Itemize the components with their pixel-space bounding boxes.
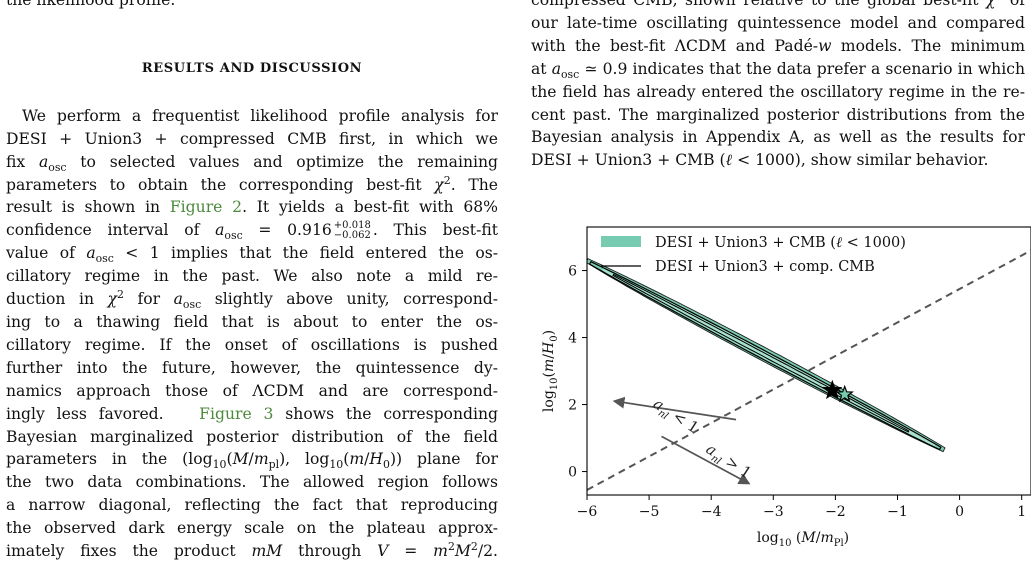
paragraph-line: result is shown in Figure 2. It yields a… — [6, 198, 498, 217]
figure-3: anl < 1 anl > 1 −6 −5 −4 −3 −2 −1 0 1 0 2 4 6 log10 (… — [531, 222, 1031, 576]
figure-3-link[interactable]: Figure 3 — [199, 404, 274, 423]
x-axis-label: log10 (M/mPl) — [757, 530, 849, 549]
intro-tail: the likelihood profile. — [6, 0, 176, 9]
paragraph-line: parameters to obtain the corresponding b… — [6, 173, 498, 194]
caption-line: our late-time oscillating quintessence m… — [531, 13, 1025, 32]
x-tick-label: −5 — [639, 504, 660, 520]
left-column: the likelihood profile. RESULTS AND DISC… — [6, 0, 498, 563]
x-tick-label: 1 — [1017, 504, 1026, 520]
annotation-arrow — [661, 435, 751, 485]
y-axis-label: log10(m/H0) — [541, 330, 560, 412]
x-tick-label: 0 — [955, 504, 964, 520]
paragraph-line: confidence interval of aosc = 0.916 +0.01… — [6, 220, 499, 243]
paragraph-line: DESI + Union3 + compressed CMB first, in… — [6, 129, 498, 148]
best-fit-star — [822, 379, 843, 400]
caption-line: DESI + Union3 + CMB (ℓ < 1000), show sim… — [531, 151, 989, 170]
caption-line: with the best-fit ΛCDM and Padé-w models… — [531, 36, 1025, 55]
contour-comp-cmb-inner — [612, 273, 910, 433]
caption-line: at aosc ≃ 0.9 indicates that the data pr… — [531, 59, 1025, 81]
right-column: compressed CMB, shown relative to the gl… — [531, 0, 1025, 172]
legend-swatch-cmb — [601, 236, 641, 247]
paragraph-line: the two data combinations. The allowed r… — [6, 473, 498, 492]
contour-cmb-inner — [602, 268, 936, 447]
paragraph-line: namics approach those of ΛCDM and are co… — [6, 381, 498, 400]
paragraph-line: cillatory regime. If the onset of oscill… — [6, 335, 498, 354]
paragraph-line: value of aosc < 1 implies that the field… — [6, 244, 498, 266]
paragraph-line: ing to a thawing field that is about to … — [6, 312, 498, 331]
results-paragraph: We perform a frequentist likelihood prof… — [6, 105, 498, 563]
annotation-arrow — [612, 396, 737, 421]
paragraph-line: ingly less favored. Figure 3 shows the c… — [6, 404, 498, 423]
y-tick-label: 2 — [568, 398, 577, 414]
y-tick-label: 0 — [568, 465, 577, 481]
paragraph-line: further into the future, however, the qu… — [6, 358, 498, 377]
x-tick-label: −1 — [887, 504, 908, 520]
x-tick-label: −2 — [825, 504, 846, 520]
section-heading: RESULTS AND DISCUSSION — [141, 60, 363, 76]
legend-label-cmb: DESI + Union3 + CMB (ℓ < 1000) — [655, 235, 906, 251]
paragraph-line: duction in χ2 for aosc slightly above un… — [6, 287, 499, 312]
paragraph-line: cillatory regime in the past. We also no… — [6, 267, 498, 286]
best-fit-star — [835, 384, 854, 403]
annotation-label: anl < 1 — [648, 394, 702, 439]
boundary-line — [587, 249, 1031, 491]
caption-line: compressed CMB, shown relative to the gl… — [531, 0, 1025, 9]
paragraph-line: We perform a frequentist likelihood prof… — [22, 106, 498, 125]
paragraph-line: a narrow diagonal, reflecting the fact t… — [6, 496, 498, 515]
contour-comp-cmb-outer — [588, 260, 942, 451]
annotation-label: anl > 1 — [701, 440, 755, 485]
paragraph-line: Bayesian marginalized posterior distribu… — [6, 427, 498, 446]
caption-line: cent past. The marginalized posterior di… — [531, 105, 1025, 124]
paragraph-line: the observed dark energy scale on the pl… — [6, 519, 498, 538]
caption-line: the field has already entered the oscill… — [531, 82, 1025, 101]
x-tick-label: −6 — [577, 504, 598, 520]
plot-frame — [586, 226, 1031, 496]
paragraph-line: fix aosc to selected values and optimize… — [6, 152, 498, 174]
y-tick-label: 4 — [568, 331, 577, 347]
paragraph-line: imately fixes the product mM through V =… — [6, 539, 498, 561]
y-tick-label: 6 — [568, 264, 577, 280]
x-tick-label: −3 — [763, 504, 784, 520]
x-tick-label: −4 — [701, 504, 722, 520]
caption-line: Bayesian analysis in Appendix A, as well… — [531, 128, 1025, 147]
figure-2-link[interactable]: Figure 2 — [169, 198, 243, 217]
legend-label-comp-cmb: DESI + Union3 + comp. CMB — [655, 259, 875, 275]
paragraph-line: parameters in the (log10(M/mpl), log10(m… — [6, 450, 499, 472]
